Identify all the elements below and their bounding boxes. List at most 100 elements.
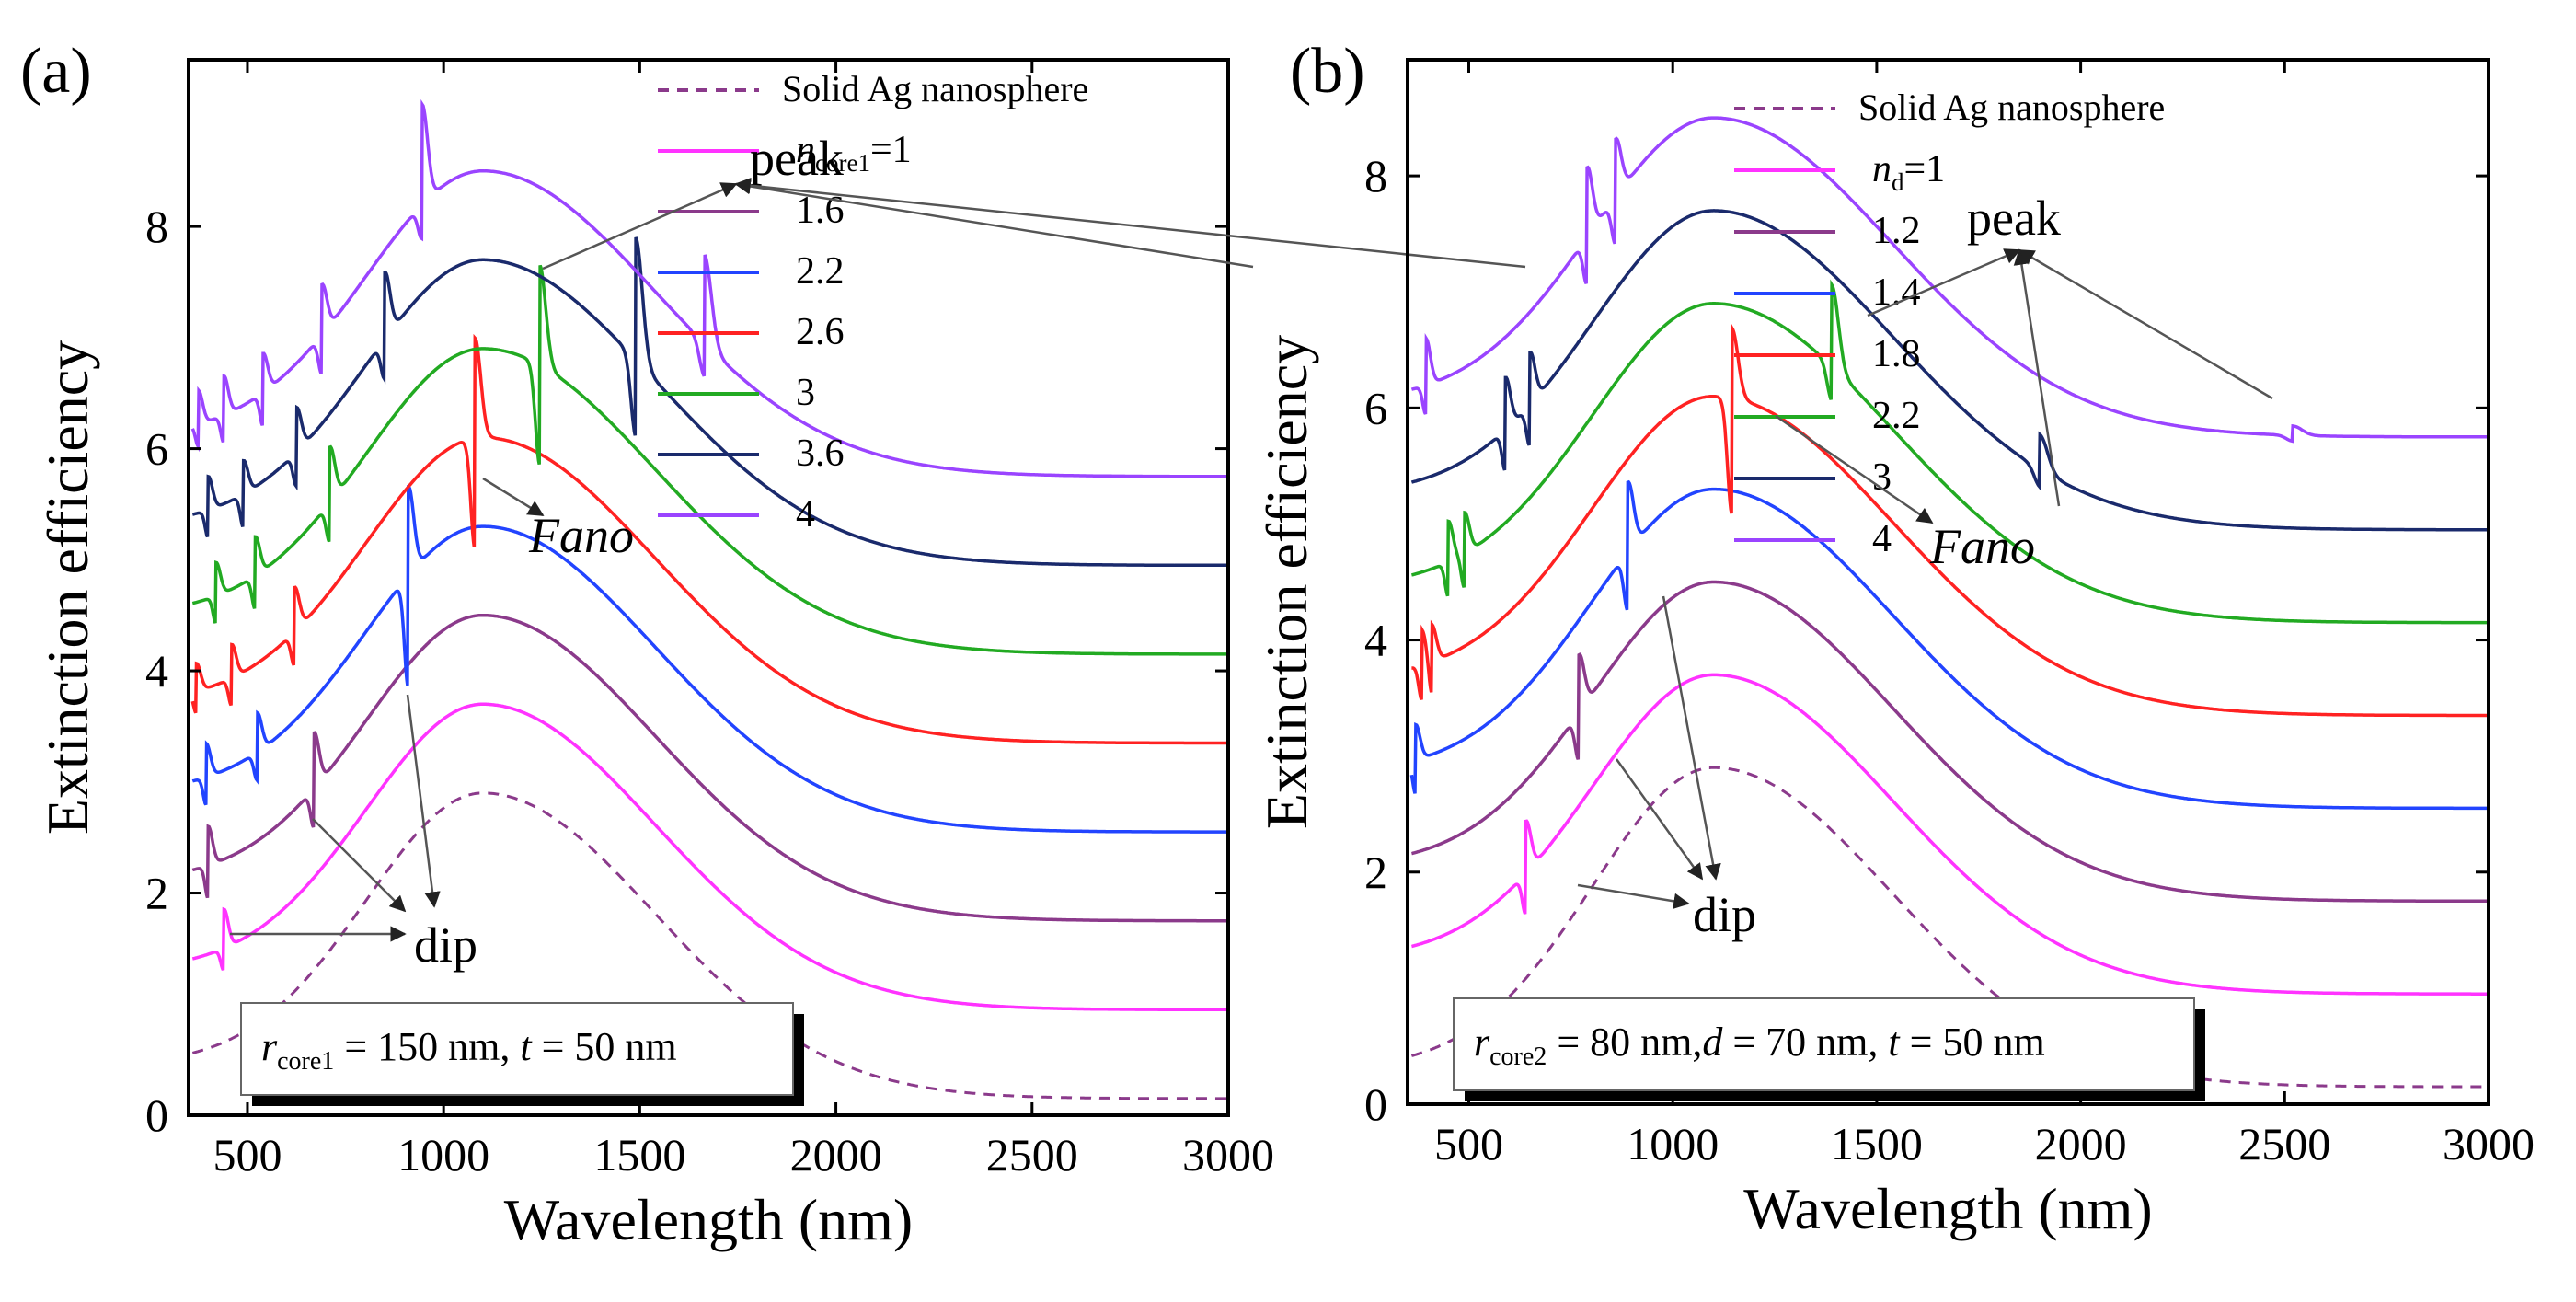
series-line-2.2 bbox=[191, 485, 1228, 834]
legend-sub: d bbox=[1892, 168, 1904, 196]
y-tick-label: 0 bbox=[1364, 1078, 1387, 1130]
chart-panel-b: 500 1000 1500 2000 2500 3000 0 2 4 6 8 Wavelength (… bbox=[1254, 36, 2535, 1241]
y-tick-label: 2 bbox=[1364, 847, 1387, 898]
anno-dip-arrow bbox=[406, 694, 441, 908]
x-tick-label: 3000 bbox=[1182, 1129, 1274, 1181]
series-line-1.2 bbox=[1411, 580, 2489, 904]
panel-label: (b) bbox=[1290, 36, 1365, 107]
x-axis-title: Wavelength (nm) bbox=[1743, 1176, 2152, 1241]
legend-entry: 3.6 bbox=[796, 432, 845, 475]
anno-peak: peak bbox=[750, 131, 844, 186]
legend-sub: core1 bbox=[815, 149, 870, 177]
y-tick-label: 4 bbox=[145, 645, 168, 697]
param-r-sub: core1 bbox=[277, 1047, 334, 1076]
series-group bbox=[1409, 116, 2489, 1089]
series-line-2.6 bbox=[190, 333, 1228, 745]
y-tick-label: 2 bbox=[145, 868, 168, 919]
legend-entry: ncore1=1 bbox=[796, 129, 912, 177]
x-tick-label: 2000 bbox=[2035, 1118, 2127, 1169]
anno-dip-arrow bbox=[1577, 883, 1690, 910]
anno-peak: peak bbox=[1967, 190, 2061, 246]
series-line-1.4 bbox=[1409, 479, 2489, 811]
param-box bbox=[240, 1002, 794, 1096]
anno-dip-arrow bbox=[312, 818, 407, 913]
legend-eq: =1 bbox=[1904, 148, 1946, 190]
anno-fano-arrow bbox=[1775, 414, 1934, 524]
param-t-val: = 50 nm bbox=[1900, 1020, 2045, 1065]
legend-entry: 1.8 bbox=[1872, 333, 1921, 375]
param-d-val: = 70 nm, bbox=[1722, 1020, 1888, 1065]
legend-entry: nd=1 bbox=[1872, 148, 1945, 196]
param-text: rcore2 = 80 nm,d = 70 nm, t = 50 nm bbox=[1474, 1020, 2045, 1071]
x-tick-label: 1500 bbox=[593, 1129, 685, 1181]
param-r-val: = 150 nm, bbox=[334, 1024, 520, 1069]
param-t-val: = 50 nm bbox=[532, 1024, 677, 1069]
legend-entry: 4 bbox=[1872, 518, 1892, 560]
series-line-4 bbox=[190, 98, 1228, 478]
anno-dip-arrow bbox=[1615, 758, 1704, 881]
legend-entry: 2.2 bbox=[1872, 395, 1921, 437]
anno-fano: Fano bbox=[528, 508, 634, 563]
y-axis-title: Extinction efficiency bbox=[1254, 335, 1319, 829]
series-line-3.6 bbox=[191, 236, 1228, 568]
legend-entry: 1.4 bbox=[1872, 271, 1921, 314]
x-tick-label: 500 bbox=[1434, 1118, 1503, 1169]
param-r-sub: core2 bbox=[1489, 1043, 1547, 1071]
series-line-1.6 bbox=[191, 613, 1228, 923]
y-tick-label: 0 bbox=[145, 1089, 168, 1141]
series-line-1 bbox=[1411, 673, 2489, 996]
x-tick-label: 2500 bbox=[2238, 1118, 2330, 1169]
anno-peak-arrow bbox=[2018, 248, 2273, 400]
param-text: rcore1 = 150 nm, t = 50 nm bbox=[261, 1024, 677, 1076]
anno-fano-arrow bbox=[482, 477, 545, 517]
param-t: t bbox=[520, 1024, 533, 1069]
param-r: r bbox=[261, 1024, 278, 1069]
series-group bbox=[190, 98, 1228, 1100]
y-tick-label: 8 bbox=[1364, 150, 1387, 202]
x-tick-label: 3000 bbox=[2443, 1118, 2535, 1169]
legend-var: n bbox=[796, 129, 815, 171]
y-tick-label: 4 bbox=[1364, 615, 1387, 666]
y-tick-label: 6 bbox=[1364, 382, 1387, 433]
y-axis-title: Extinction efficiency bbox=[35, 340, 100, 835]
anno-peak-arrow bbox=[542, 182, 738, 271]
param-box bbox=[1453, 997, 2195, 1091]
legend-entry-solid: Solid Ag nanosphere bbox=[1858, 86, 2165, 128]
x-tick-label: 2000 bbox=[790, 1129, 882, 1181]
series-line-solid-ag-nanosphere bbox=[191, 791, 1228, 1100]
annotations: peak dip Fano bbox=[1577, 190, 2273, 942]
param-d: d bbox=[1702, 1020, 1723, 1065]
param-r-val: = 80 nm, bbox=[1547, 1020, 1702, 1065]
param-t: t bbox=[1888, 1020, 1901, 1065]
anno-peak-arrow bbox=[734, 178, 1254, 269]
x-tick-label: 1000 bbox=[1627, 1118, 1719, 1169]
anno-peak-arrow bbox=[1867, 248, 2021, 317]
y-tick-label: 6 bbox=[145, 423, 168, 475]
series-line-1 bbox=[191, 702, 1228, 1012]
anno-peak-arrow bbox=[2013, 248, 2061, 507]
legend-entry: 4 bbox=[796, 493, 815, 536]
series-line-3 bbox=[191, 264, 1228, 656]
legend-eq: =1 bbox=[870, 129, 912, 171]
legend-entry: 3 bbox=[1872, 456, 1892, 499]
x-tick-label: 1000 bbox=[397, 1129, 489, 1181]
legend-entry: 1.2 bbox=[1872, 210, 1921, 252]
legend-var: n bbox=[1872, 148, 1892, 190]
anno-dip-arrow bbox=[1662, 595, 1721, 881]
legend: Solid Ag nanospherencore1=11.62.22.633.6… bbox=[658, 68, 1088, 536]
x-tick-label: 2500 bbox=[986, 1129, 1078, 1181]
legend: Solid Ag nanosphere nd=1 1.2 1.4 1.8 2.2 3 4 bbox=[1734, 86, 2165, 560]
anno-dip: dip bbox=[414, 917, 477, 973]
anno-dip: dip bbox=[1693, 887, 1756, 942]
series-line-1.8 bbox=[1411, 322, 2489, 718]
series-line-4 bbox=[1410, 116, 2489, 444]
legend-entry: 2.6 bbox=[796, 311, 845, 353]
anno-fano: Fano bbox=[1929, 519, 2035, 574]
plot-frame bbox=[1406, 58, 2490, 1106]
plot-frame bbox=[187, 58, 1230, 1117]
series-line-2.2 bbox=[1411, 279, 2489, 625]
legend-entry: 3 bbox=[796, 372, 815, 414]
anno-peak-arrow bbox=[734, 177, 1526, 269]
